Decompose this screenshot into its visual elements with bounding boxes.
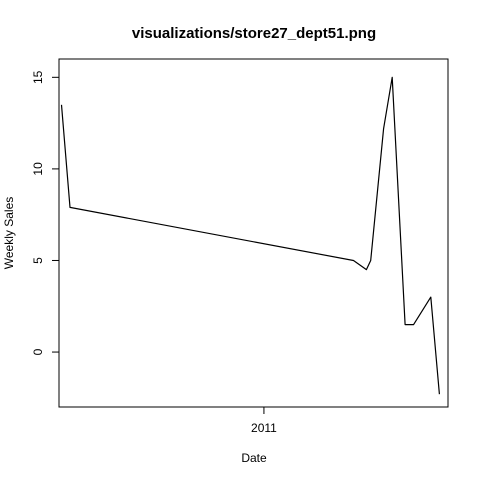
y-axis-label: Weekly Sales <box>2 197 16 269</box>
y-tick-label: 10 <box>31 162 45 176</box>
plot-frame <box>58 58 449 408</box>
y-tick-label: 0 <box>31 348 45 355</box>
x-axis: 2011 <box>251 407 277 435</box>
chart-title: visualizations/store27_dept51.png <box>132 25 376 42</box>
y-axis: 0 5 10 15 <box>31 70 59 355</box>
series-line <box>60 76 440 395</box>
y-tick-label: 15 <box>31 70 45 84</box>
series-group <box>60 76 440 395</box>
y-tick-label: 5 <box>31 257 45 264</box>
x-tick-label: 2011 <box>251 421 277 435</box>
x-axis-label: Date <box>241 451 267 465</box>
